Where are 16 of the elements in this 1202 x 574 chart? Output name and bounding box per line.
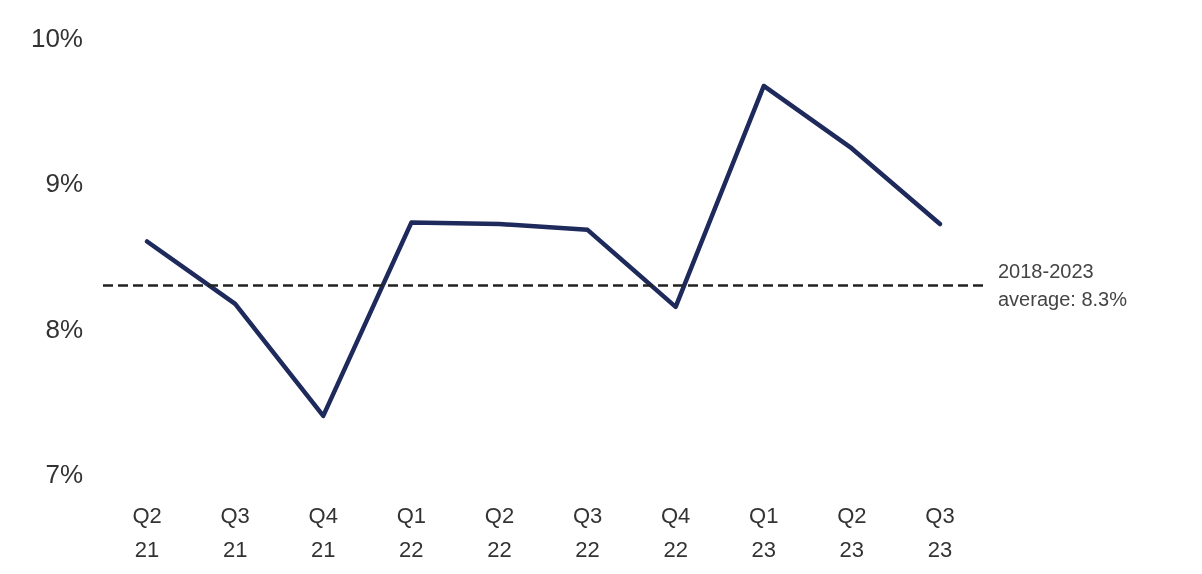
x-tick-label: Q4 21 <box>308 502 338 562</box>
x-tick-label: Q4 22 <box>660 502 691 562</box>
x-tick-label: Q2 23 <box>837 502 867 562</box>
x-tick-label: Q2 22 <box>484 502 515 562</box>
x-tick-label: Q3 23 <box>925 502 955 562</box>
y-tick-label: 7% <box>45 459 83 489</box>
y-tick-label: 9% <box>45 168 83 199</box>
line-series <box>144 83 943 419</box>
x-tick-label: Q2 21 <box>132 502 162 562</box>
y-tick-label: 10% <box>30 23 83 53</box>
x-tick-label: Q3 22 <box>572 502 603 562</box>
y-tick-label: 8% <box>45 313 83 344</box>
ref-line-label: 2018-2023 average: 8.3% <box>998 260 1128 311</box>
x-tick-label: Q1 23 <box>749 502 779 562</box>
x-tick-label: Q3 21 <box>220 502 250 562</box>
x-tick-label: Q1 22 <box>396 502 427 562</box>
